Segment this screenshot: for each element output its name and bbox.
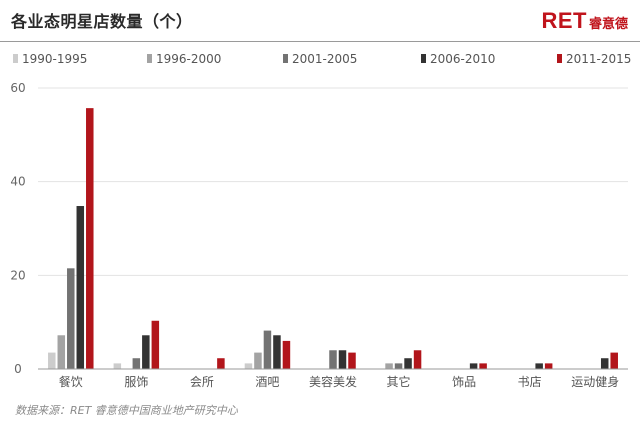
bar bbox=[273, 335, 281, 369]
y-tick-label: 40 bbox=[10, 175, 25, 189]
bar bbox=[263, 330, 272, 369]
x-category-label: 会所 bbox=[190, 375, 214, 389]
bar bbox=[479, 363, 487, 369]
legend-label: 2011-2015 bbox=[566, 52, 631, 66]
bar bbox=[544, 363, 553, 369]
legend-swatch bbox=[283, 54, 288, 63]
x-axis-labels: 餐饮 服饰 会所 酒吧 美容美发 其它 饰品 书店 运动健身 bbox=[59, 374, 619, 389]
brand-logo: RET 睿意德 bbox=[541, 8, 628, 34]
bar bbox=[76, 206, 85, 369]
legend-swatch bbox=[147, 54, 152, 63]
bar bbox=[404, 358, 412, 369]
brand-logo-cjk: 睿意德 bbox=[588, 17, 628, 32]
bar bbox=[385, 363, 393, 369]
bar bbox=[413, 350, 422, 369]
x-category-label: 酒吧 bbox=[255, 375, 279, 389]
legend-label: 1996-2000 bbox=[156, 52, 221, 66]
bar bbox=[610, 352, 618, 369]
chart-title: 各业态明星店数量（个） bbox=[11, 12, 193, 31]
bar bbox=[600, 358, 609, 369]
bar bbox=[282, 340, 291, 369]
bar bbox=[67, 268, 75, 369]
bar bbox=[394, 363, 403, 369]
y-tick-label: 0 bbox=[14, 362, 22, 376]
x-category-label: 服饰 bbox=[124, 375, 148, 389]
bar bbox=[142, 335, 150, 369]
legend-swatch bbox=[557, 54, 562, 63]
x-category-label: 其它 bbox=[387, 374, 411, 389]
y-axis-ticks: 0 20 40 60 bbox=[10, 81, 25, 376]
data-source-note: 数据来源：RET 睿意德中国商业地产研究中心 bbox=[15, 404, 238, 417]
legend-swatch bbox=[421, 54, 426, 63]
legend-label: 2001-2005 bbox=[292, 52, 357, 66]
x-category-label: 美容美发 bbox=[309, 374, 357, 389]
legend-swatch bbox=[13, 54, 18, 63]
x-category-label: 运动健身 bbox=[571, 374, 619, 389]
bar bbox=[86, 108, 94, 369]
bar bbox=[469, 363, 478, 369]
y-tick-label: 60 bbox=[10, 81, 25, 95]
legend-label: 2006-2010 bbox=[430, 52, 495, 66]
legend: 1990-1995 1996-2000 2001-2005 2006-2010 2011… bbox=[13, 52, 631, 66]
bar bbox=[113, 363, 122, 369]
bar bbox=[329, 350, 337, 369]
x-category-label: 饰品 bbox=[452, 375, 476, 389]
grid-lines bbox=[38, 87, 628, 276]
bar bbox=[132, 358, 141, 369]
x-category-label: 餐饮 bbox=[59, 374, 83, 389]
bar bbox=[217, 358, 225, 369]
bar bbox=[48, 352, 56, 369]
legend-label: 1990-1995 bbox=[22, 52, 87, 66]
bar bbox=[57, 335, 66, 369]
bar bbox=[254, 352, 262, 369]
x-category-label: 书店 bbox=[518, 375, 542, 389]
bar bbox=[151, 320, 160, 369]
bar bbox=[348, 352, 356, 369]
bar bbox=[338, 350, 347, 369]
bar bbox=[535, 363, 543, 369]
header-divider bbox=[0, 41, 640, 42]
bar bbox=[244, 363, 253, 369]
y-tick-label: 20 bbox=[10, 268, 25, 282]
brand-logo-latin: RET bbox=[541, 8, 587, 33]
bars bbox=[48, 108, 618, 369]
